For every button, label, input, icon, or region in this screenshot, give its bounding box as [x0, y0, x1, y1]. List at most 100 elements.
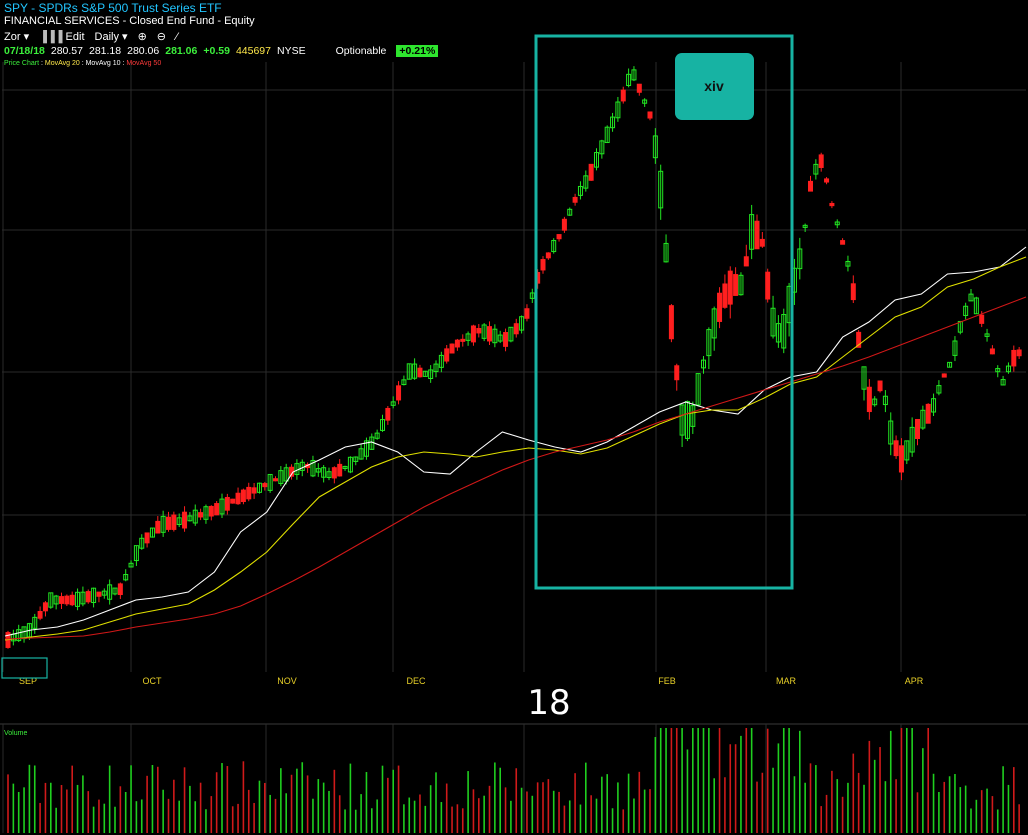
candle-body — [631, 69, 637, 81]
candle-body — [208, 505, 214, 517]
candle-body — [925, 403, 931, 424]
candle-body — [246, 486, 252, 500]
candle-body — [487, 326, 492, 342]
candle-body — [824, 178, 830, 183]
month-label: APR — [905, 676, 924, 686]
candle-body — [861, 366, 867, 390]
caret-down-icon: ▾ — [122, 31, 128, 43]
candle-body — [385, 407, 391, 421]
candle-body — [663, 242, 669, 263]
edit-button[interactable]: ▐▐▐ Edit — [39, 31, 84, 43]
candle-body — [829, 202, 835, 207]
candle-body — [59, 596, 64, 604]
candle-body — [979, 314, 985, 324]
candle-body — [37, 611, 43, 619]
candle-body — [711, 308, 717, 339]
candle-body — [850, 283, 856, 301]
candle-body — [936, 385, 942, 394]
candle-body — [754, 220, 760, 250]
candle-body — [155, 520, 161, 534]
candle-body — [1005, 365, 1011, 373]
candle-body — [112, 587, 118, 595]
optionable-label: Optionable — [335, 45, 387, 57]
candle-body — [572, 196, 578, 203]
candle-body — [513, 323, 519, 335]
candle-body — [192, 509, 198, 524]
candle-body — [834, 221, 840, 226]
candle-body — [957, 320, 963, 333]
start-marker-box — [1, 657, 48, 679]
candle-body — [166, 516, 171, 530]
zoom-out-icon[interactable]: ⊖ — [156, 31, 166, 43]
candle-body — [984, 333, 990, 337]
candle-body — [176, 517, 182, 526]
zoom-label: Zor — [4, 31, 21, 43]
candle-body — [133, 545, 139, 562]
candle-body — [668, 305, 674, 340]
candle-body — [315, 468, 321, 473]
month-label: SEP — [19, 676, 37, 686]
candle-body — [256, 482, 262, 493]
candle-body — [888, 420, 894, 445]
quote-exchange: NYSE — [277, 45, 306, 57]
candle-body — [636, 83, 642, 93]
candle-body — [492, 328, 498, 344]
candle-body — [604, 126, 610, 144]
candle-body — [251, 487, 257, 494]
candle-body — [1016, 349, 1022, 357]
zoom-in-icon[interactable]: ⊕ — [137, 31, 147, 43]
candle-body — [428, 369, 434, 379]
quote-volume: 445697 — [235, 45, 271, 57]
candle-body — [952, 340, 958, 356]
candle-body — [214, 503, 220, 516]
candle-body — [203, 506, 209, 520]
candle-body — [690, 405, 696, 427]
candle-body — [931, 398, 937, 413]
quote-open: 280.57 — [50, 45, 83, 57]
candle-body — [235, 492, 241, 505]
candle-body — [85, 591, 91, 603]
highlight-box — [534, 34, 794, 590]
candle-body — [337, 463, 343, 477]
candle-body — [594, 152, 599, 168]
bars-icon: ▐▐▐ — [39, 30, 63, 43]
candle-body — [717, 292, 723, 322]
candle-body — [449, 343, 455, 354]
candle-body — [374, 432, 380, 439]
zoom-dropdown[interactable]: Zor ▾ — [4, 30, 29, 43]
month-label: OCT — [143, 676, 163, 686]
candle-body — [770, 307, 776, 337]
candle-body — [626, 73, 632, 86]
candle-body — [117, 583, 123, 596]
candle-body — [96, 591, 102, 597]
candle-body — [144, 532, 150, 544]
candle-body — [417, 367, 423, 378]
candle-body — [808, 180, 813, 192]
draw-line-icon[interactable]: ⁄ — [176, 30, 178, 43]
annotation-box — [675, 53, 754, 120]
candle-body — [765, 271, 771, 300]
candle-body — [898, 445, 904, 473]
annotation-label: xiv — [704, 78, 724, 94]
candle-body — [882, 395, 888, 406]
candle-body — [947, 361, 953, 368]
candle-body — [390, 401, 396, 406]
candle-body — [545, 252, 551, 259]
candle-body — [893, 440, 899, 457]
quote-low: 280.06 — [127, 45, 160, 57]
chart-toolbar: Zor ▾ ▐▐▐ Edit Daily ▾ ⊕ ⊖ ⁄ — [4, 30, 178, 44]
candle-body — [684, 401, 690, 439]
candle-body — [433, 363, 439, 373]
candle-body — [519, 316, 525, 331]
period-dropdown[interactable]: Daily ▾ — [95, 30, 128, 43]
candle-body — [128, 562, 134, 568]
candle-body — [149, 527, 155, 538]
edit-label: Edit — [65, 30, 85, 43]
candle-body — [380, 419, 385, 431]
candle-body — [224, 496, 230, 511]
candle-body — [80, 591, 86, 605]
candle-body — [422, 370, 428, 377]
candle-body — [866, 386, 872, 413]
candle-body — [353, 456, 359, 462]
